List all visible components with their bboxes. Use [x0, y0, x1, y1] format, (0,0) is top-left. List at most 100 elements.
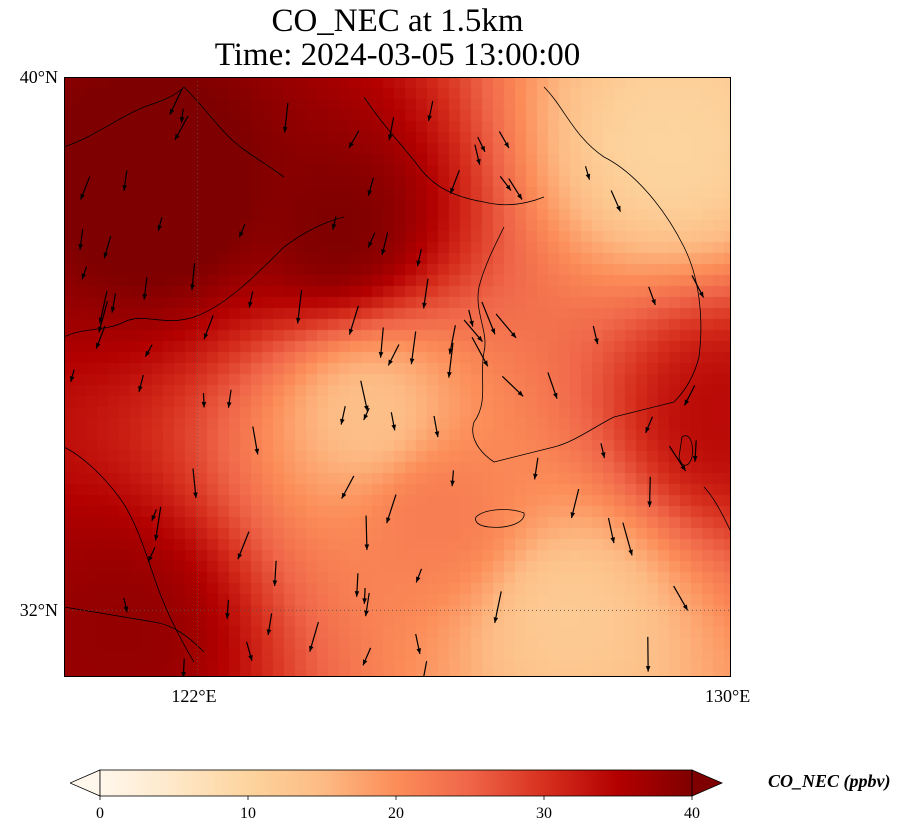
- coastline-jeju: [475, 509, 525, 528]
- wind-arrow-head: [225, 613, 230, 619]
- wind-arrow-head: [295, 317, 301, 324]
- wind-arrow-head: [450, 480, 455, 487]
- lon-tick-label: 122°E: [171, 686, 217, 706]
- coastline-china-east: [64, 446, 195, 663]
- wind-arrow-head: [80, 193, 85, 200]
- lon-tick-label: 130°E: [705, 686, 751, 706]
- wind-arrow-head: [254, 448, 260, 455]
- lat-tick-label: 40°N: [19, 67, 58, 87]
- wind-arrow-head: [226, 401, 232, 408]
- wind-arrow-head: [309, 645, 314, 652]
- wind-vectors: [69, 88, 705, 677]
- wind-arrow-head: [493, 617, 499, 623]
- wind-arrow-head: [680, 464, 686, 471]
- wind-arrow-head: [427, 115, 432, 122]
- wind-arrow-head: [348, 142, 354, 148]
- colorbar: [70, 769, 724, 800]
- wind-arrow-head: [490, 328, 496, 335]
- wind-arrow-head: [391, 424, 396, 431]
- wind-arrow-head: [203, 333, 209, 340]
- co-field-raster: [64, 77, 731, 677]
- wind-arrow-head: [447, 371, 452, 378]
- wind-arrow-head: [354, 591, 360, 597]
- wind-arrow-head: [96, 342, 101, 349]
- wind-arrow-head: [157, 225, 162, 231]
- wind-arrow-head: [237, 553, 243, 560]
- wind-arrow-head: [381, 249, 386, 256]
- wind-arrow-head: [98, 317, 104, 324]
- wind-arrow-head: [110, 306, 116, 313]
- wind-arrow-head: [363, 405, 369, 412]
- wind-arrow-head: [282, 126, 288, 133]
- wind-arrow-head: [201, 401, 207, 408]
- title-line-1: CO_NEC at 1.5km: [271, 3, 524, 39]
- colorbar-tick-label: 40: [684, 805, 700, 822]
- wind-arrow-head: [510, 332, 517, 338]
- wind-arrow-head: [553, 392, 558, 399]
- wind-arrow-head: [169, 108, 175, 115]
- wind-arrow-head: [594, 338, 599, 345]
- wind-arrow-head: [179, 117, 185, 123]
- map-panel[interactable]: [64, 77, 731, 677]
- wind-arrow-head: [174, 133, 180, 140]
- wind-arrow-head: [533, 473, 538, 480]
- wind-arrow-head: [480, 145, 485, 152]
- wind-arrow-head: [610, 537, 616, 544]
- wind-arrow: [297, 289, 303, 324]
- wind-arrow-head: [363, 659, 368, 666]
- wind-arrow-head: [367, 189, 373, 196]
- wind-arrow-head: [517, 390, 524, 397]
- wind-arrow-head: [651, 299, 656, 306]
- wind-arrow-head: [476, 158, 481, 165]
- wind-arrow-head: [266, 629, 272, 636]
- wind-arrow-head: [138, 385, 143, 392]
- wind-arrow-head: [504, 142, 509, 149]
- wind-arrow-head: [239, 231, 244, 238]
- wind-arrow-head: [78, 243, 84, 250]
- wind-arrow: [622, 522, 633, 556]
- wind-arrow-head: [387, 134, 393, 141]
- wind-arrow-head: [616, 205, 621, 212]
- wind-arrow-head: [570, 512, 576, 519]
- colorbar-tick-label: 30: [536, 805, 552, 822]
- wind-arrow-head: [422, 302, 427, 309]
- wind-arrow-head: [450, 187, 455, 194]
- wind-arrow-head: [600, 452, 606, 459]
- wind-arrow-head: [364, 610, 369, 617]
- wind-arrow-head: [181, 672, 186, 677]
- wind-arrow-head: [647, 501, 653, 508]
- colorbar-body: [99, 769, 693, 797]
- coastlines: [64, 86, 731, 663]
- wind-arrow-head: [692, 456, 698, 462]
- wind-arrow-head: [585, 173, 591, 180]
- coastline-korea-south: [493, 401, 675, 463]
- wind-arrow-head: [148, 555, 153, 562]
- coastline-yangtze: [64, 606, 205, 653]
- wind-arrow-head: [645, 666, 651, 672]
- wind-arrow-head: [248, 654, 253, 661]
- wind-arrow-head: [145, 350, 151, 357]
- wind-arrow-head: [645, 426, 650, 433]
- wind-arrow-head: [684, 399, 690, 406]
- wind-arrow-head: [682, 604, 688, 611]
- wind-arrow-head: [154, 534, 159, 541]
- wind-arrow-head: [248, 301, 253, 308]
- wind-arrow-head: [483, 360, 488, 367]
- coastline-liaodong: [363, 96, 545, 206]
- wind-arrow-head: [122, 185, 128, 191]
- coastline-korea-east: [543, 86, 702, 403]
- wind-arrow-head: [362, 598, 367, 604]
- wind-arrow-head: [517, 193, 523, 200]
- wind-arrow-head: [363, 414, 369, 421]
- gridlines: [64, 77, 731, 677]
- colorbar-tick-label: 10: [240, 805, 256, 822]
- coastline-korea-west: [472, 226, 505, 463]
- wind-arrow-head: [98, 326, 103, 333]
- wind-arrow-head: [272, 580, 278, 587]
- wind-arrow-head: [368, 241, 373, 248]
- wind-arrow-head: [348, 328, 354, 335]
- wind-arrow-head: [81, 273, 87, 280]
- wind-arrow: [154, 506, 162, 541]
- wind-arrow-head: [142, 293, 148, 300]
- wind-arrow-head: [698, 291, 704, 298]
